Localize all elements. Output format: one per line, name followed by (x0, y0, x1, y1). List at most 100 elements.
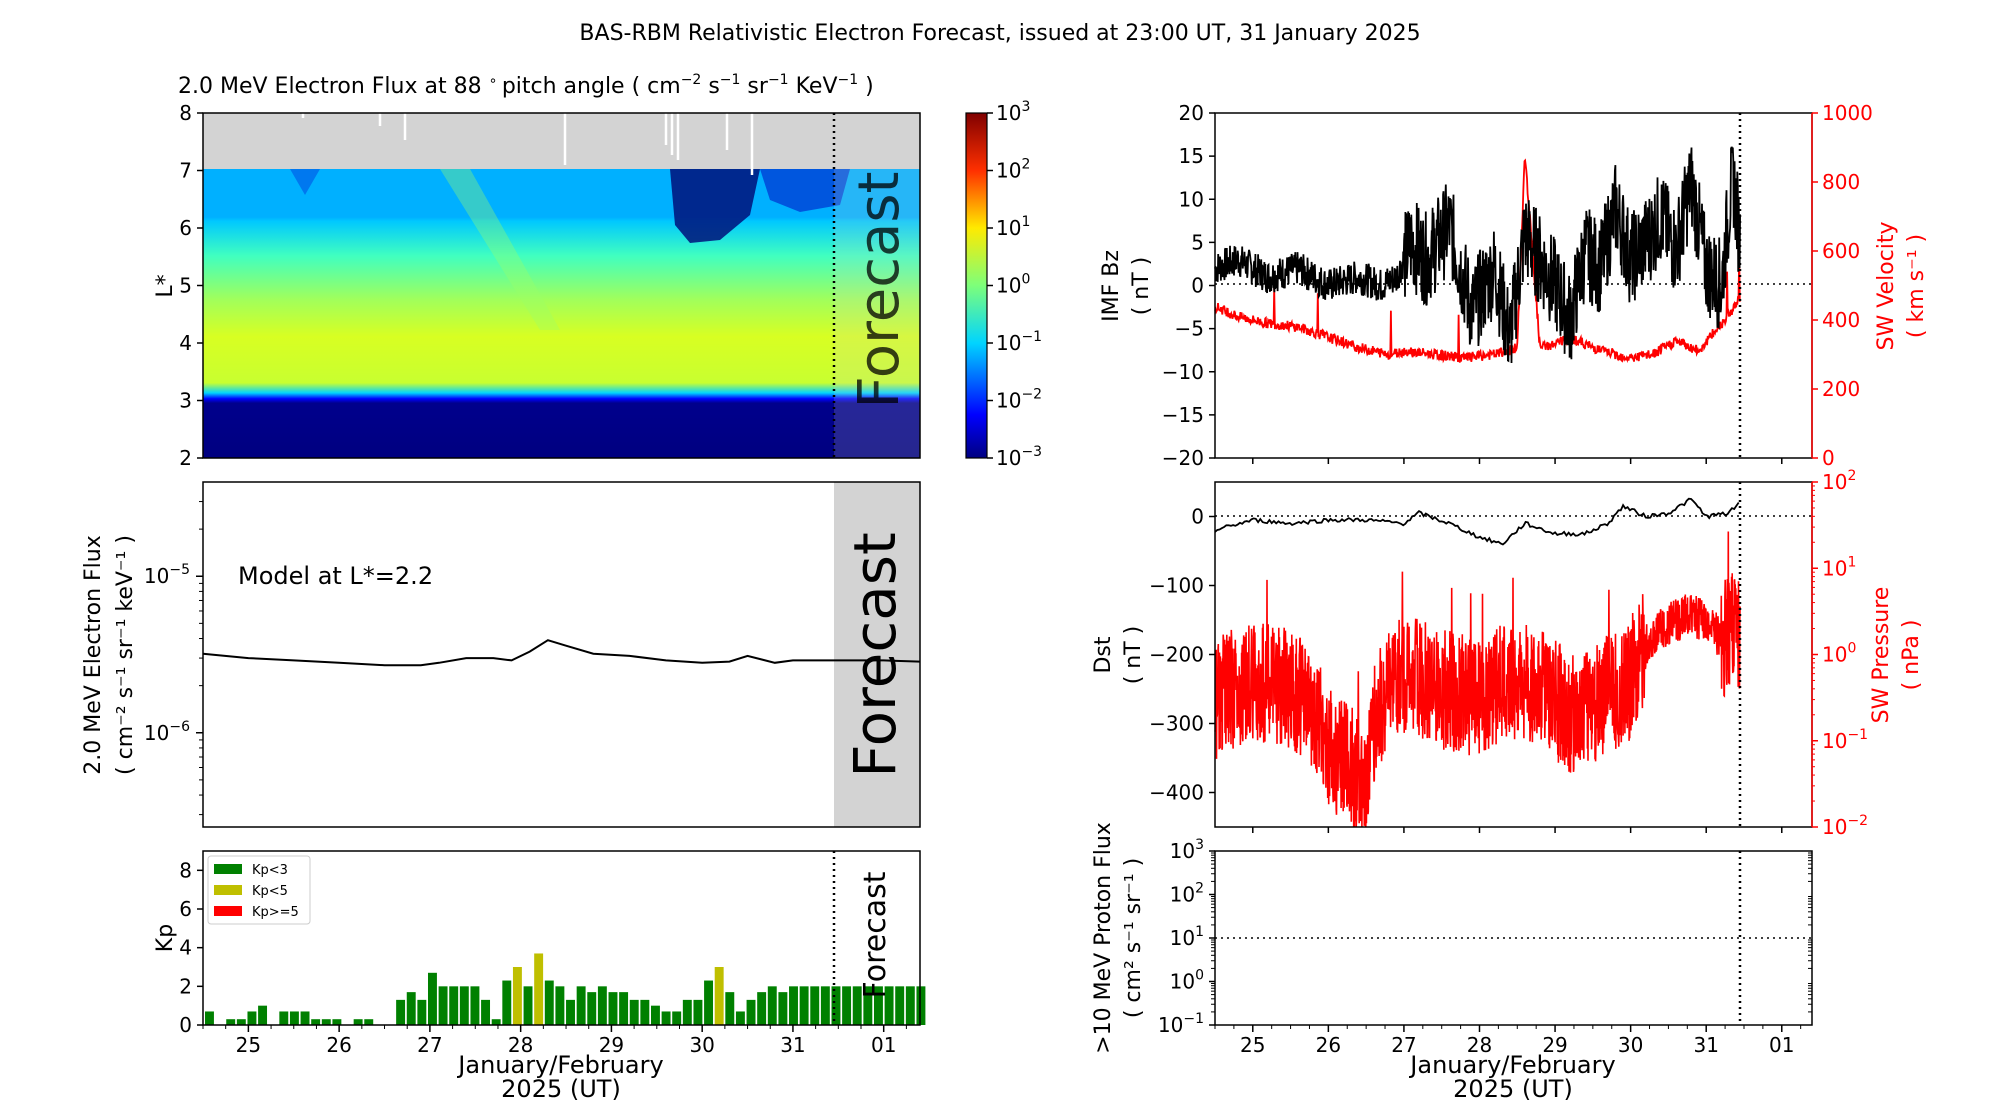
proton-x-axis: 25 26 27 28 29 30 31 01 (1214, 1025, 1802, 1057)
kp-bar (406, 992, 416, 1025)
kp-bar (884, 986, 894, 1025)
y-tick-label: −400 (1149, 781, 1204, 805)
flux-panel: Forecast Model at L*=2.2 10−5 10−6 2.0 Me… (81, 481, 921, 828)
y-tick-label: −5 (1175, 317, 1204, 341)
heatmap-forecast-label: Forecast (847, 172, 912, 409)
kp-bar (491, 1019, 501, 1025)
kp-bar (566, 999, 575, 1025)
colorbar-gradient (965, 112, 988, 459)
sw-velocity-axis: 1000 800 600 400 200 0 (1812, 101, 1873, 470)
pressure-label-line2: ( nPa ) (1899, 620, 1924, 691)
imf-ylabel-line1: IMF Bz (1099, 250, 1124, 322)
sw-pressure-axis: 102 101 100 10−1 10−2 (1812, 468, 1868, 839)
y-tick-label: 103 (1170, 837, 1204, 863)
x-tick-label: 01 (871, 1033, 896, 1057)
flux-y-axis: 10−5 10−6 (144, 501, 203, 816)
kp-bar (364, 1019, 374, 1025)
x-tick-label: 28 (1467, 1033, 1492, 1057)
kp-legend-label: Kp>=5 (252, 905, 299, 920)
sw-pressure-line (1214, 531, 1741, 828)
right-tick-label: 1000 (1822, 101, 1873, 125)
kp-bar (502, 980, 512, 1025)
y-tick-label: −100 (1149, 574, 1204, 598)
heatmap-data-gaps (301, 113, 754, 175)
x-tick-label: 31 (1693, 1033, 1718, 1057)
x-tick-label: 31 (780, 1033, 805, 1057)
sw-velocity-line (1214, 158, 1741, 364)
kp-x-axis: 25 26 27 28 29 30 31 01 (202, 1025, 907, 1057)
colorbar-tick-label: 100 (996, 272, 1030, 298)
y-tick-label: 15 (1179, 144, 1204, 168)
x-tick-label: 27 (1391, 1033, 1416, 1057)
kp-bar (332, 1019, 342, 1025)
kp-frame (202, 850, 921, 1026)
right-tick-label: 600 (1822, 239, 1860, 263)
kp-bar (470, 986, 480, 1025)
kp-bar (842, 986, 852, 1025)
kp-bar (247, 1011, 257, 1025)
colorbar-tick-label: 10−1 (996, 329, 1042, 355)
kp-bar (682, 999, 692, 1025)
y-tick-label: 10−6 (144, 719, 190, 745)
kp-bar (767, 986, 777, 1025)
dst-ylabel-line1: Dst (1091, 636, 1116, 673)
right-tick-label: 800 (1822, 170, 1860, 194)
kp-bar (300, 1011, 310, 1025)
heatmap-flux-field (203, 169, 920, 458)
x-tick-label: 25 (236, 1033, 261, 1057)
imf-bz-line (1214, 146, 1741, 364)
y-tick-label: −15 (1162, 403, 1204, 427)
kp-legend-label: Kp<3 (252, 863, 288, 878)
kp-bar (236, 1019, 246, 1025)
kp-bar (258, 1005, 268, 1025)
proton-y-axis: 103 102 101 100 10−1 (1158, 837, 1812, 1037)
y-tick-label: 4 (179, 936, 192, 960)
kp-bar (852, 986, 862, 1025)
heatmap-panel: 2.0 MeV Electron Flux at 88 ∘ pitch angl… (153, 72, 921, 470)
kp-bar (279, 1011, 289, 1025)
flux-ylabel-line2: ( cm⁻² s⁻¹ sr⁻¹ keV⁻¹ ) (113, 535, 138, 775)
proton-ylabel-line2: ( cm² s⁻¹ sr⁻¹ ) (1121, 858, 1146, 1018)
right-tick-label: 10−2 (1822, 813, 1868, 839)
kp-bar (778, 992, 788, 1025)
kp-bar (831, 986, 841, 1025)
y-tick-label: 2 (179, 974, 192, 998)
right-tick-label: 400 (1822, 308, 1860, 332)
kp-bars (205, 953, 926, 1025)
heatmap-ylabel: L* (153, 274, 178, 297)
heatmap-forecast-shade (834, 113, 920, 458)
kp-bar (905, 986, 915, 1025)
y-tick-label: 10−5 (144, 562, 190, 588)
x-tick-label: 30 (1618, 1033, 1643, 1057)
colorbar-ticks: 103 102 101 100 10−1 10−2 10−3 (987, 99, 1042, 470)
kp-bar (672, 1011, 682, 1025)
kp-legend-swatch-mid (214, 885, 242, 895)
kp-bar (427, 972, 437, 1025)
x-tick-label: 26 (1316, 1033, 1341, 1057)
kp-legend-swatch-low (214, 864, 242, 874)
y-tick-label: 3 (179, 389, 192, 413)
kp-bar (396, 999, 406, 1025)
kp-bar (725, 992, 735, 1025)
flux-ylabel-line1: 2.0 MeV Electron Flux (81, 535, 106, 775)
kp-bar (789, 986, 798, 1025)
velocity-label-line1: SW Velocity (1874, 221, 1899, 350)
dst-line (1214, 497, 1740, 546)
y-tick-label: 6 (179, 216, 192, 240)
y-tick-label: 0 (1191, 274, 1204, 298)
x-tick-label: 30 (689, 1033, 714, 1057)
imf-panel: 20 15 10 5 0 −5 −10 −15 −20 1000 800 600 400 200 0 IM… (1099, 101, 1929, 470)
kp-bar (289, 1011, 299, 1025)
y-tick-label: 102 (1170, 881, 1204, 907)
flux-frame (202, 481, 921, 828)
kp-bar (597, 986, 607, 1025)
pressure-label-line1: SW Pressure (1869, 587, 1894, 724)
y-tick-label: 20 (1179, 101, 1204, 125)
flux-forecast-shade (834, 482, 920, 827)
proton-ylabel-line1: >10 MeV Proton Flux (1091, 822, 1116, 1054)
kp-bar (629, 999, 639, 1025)
kp-legend-swatch-high (214, 906, 242, 916)
kp-legend-label: Kp<5 (252, 884, 288, 899)
